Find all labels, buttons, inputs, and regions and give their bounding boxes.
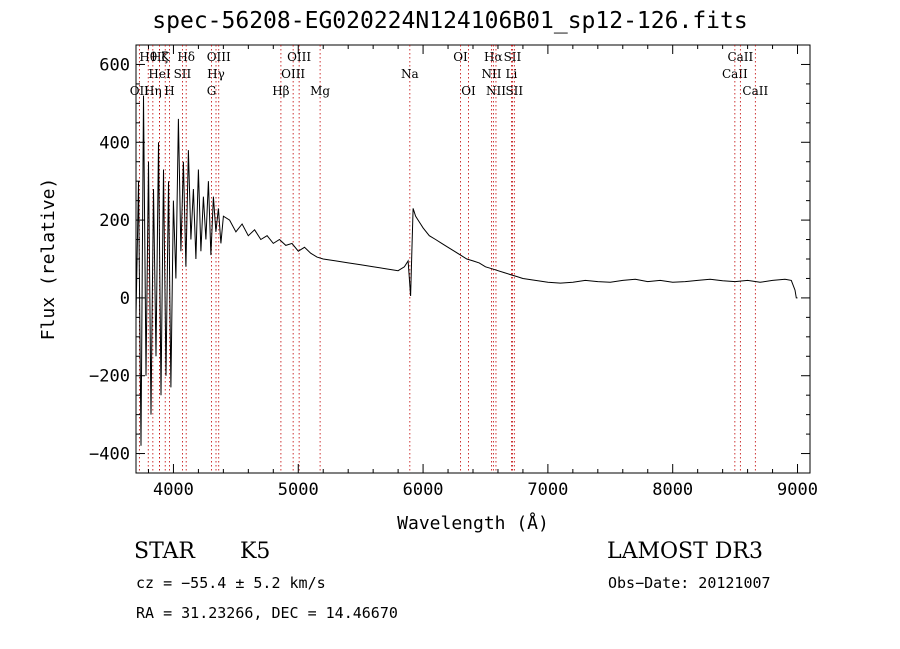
spectral-line-label: NII (481, 67, 501, 81)
x-tick-label: 7000 (527, 480, 568, 500)
spectral-line-label: OI (453, 50, 468, 64)
y-tick-label: 400 (99, 133, 130, 153)
spectral-line-label: OIII (207, 50, 231, 64)
spectral-line-label: SII (505, 84, 523, 98)
spectral-line-label: CaII (727, 50, 753, 64)
x-axis-label: Wavelength (Å) (397, 512, 549, 534)
spectral-line-label: Na (401, 67, 419, 81)
y-tick-label: −400 (89, 445, 130, 465)
spectral-line-label: HeI (148, 67, 171, 81)
spectral-line-label: NII (486, 84, 506, 98)
y-tick-label: −200 (89, 367, 130, 387)
object-class: STAR (134, 539, 195, 564)
y-tick-label: 200 (99, 211, 130, 231)
spectral-line-label: CaII (722, 67, 748, 81)
x-tick-label: 6000 (403, 480, 444, 500)
spectral-line-label: Hβ (272, 84, 289, 98)
chart-title: spec-56208-EG020224N124106B01_sp12-126.f… (152, 8, 748, 34)
spectral-line-label: OI (461, 84, 476, 98)
x-tick-label: 4000 (153, 480, 194, 500)
object-subclass: K5 (240, 539, 271, 564)
plot-frame (135, 44, 811, 474)
spectral-line-label: K (161, 50, 171, 64)
spectral-line-label: Hα (484, 50, 503, 64)
flux-line (135, 95, 798, 446)
radial-velocity: cz = −55.4 ± 5.2 km/s (136, 574, 326, 592)
axis-ticks: 4000 5000 6000 7000 8000 9000 −400 −200 0 200 400 6… (89, 45, 818, 500)
spectral-line-label: Mg (310, 84, 330, 98)
spectral-line-label: SII (174, 67, 192, 81)
y-tick-label: 0 (120, 289, 130, 309)
y-axis-label: Flux (relative) (38, 178, 59, 341)
spectral-line-label: OII (130, 84, 150, 98)
spectral-line-label: Hδ (177, 50, 195, 64)
spectral-line-label: Hγ (207, 67, 225, 81)
spectral-line-label: OIII (287, 50, 311, 64)
observation-date: Obs−Date: 20121007 (608, 574, 771, 592)
spectral-line-label: SII (504, 50, 522, 64)
spectral-line-label: OIII (281, 67, 305, 81)
spectral-line-label: Li (506, 67, 518, 81)
y-tick-label: 600 (99, 55, 130, 75)
spectral-line-label: CaII (742, 84, 768, 98)
x-tick-label: 9000 (777, 480, 818, 500)
spectral-line-label: G (207, 84, 217, 98)
x-tick-label: 8000 (652, 480, 693, 500)
x-tick-label: 5000 (278, 480, 319, 500)
spectral-line-label: H (164, 84, 174, 98)
spectral-line-label: Hη (144, 84, 162, 98)
coordinates: RA = 31.23266, DEC = 14.46670 (136, 604, 398, 622)
survey-name: LAMOST DR3 (607, 539, 763, 564)
